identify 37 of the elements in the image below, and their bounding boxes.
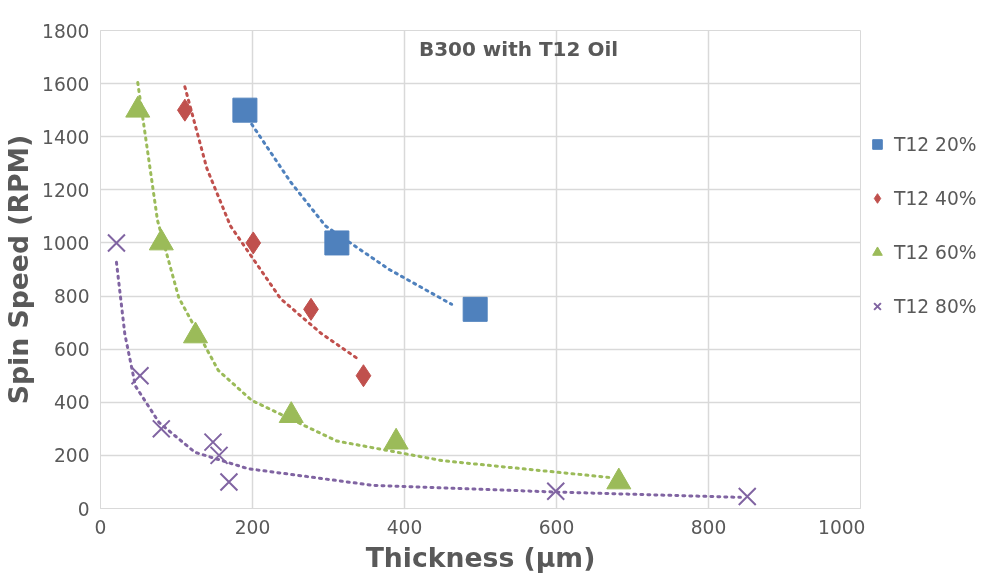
legend-label: T12 80% [894, 295, 977, 317]
point [130, 366, 150, 386]
x-tick-label: 0 [94, 516, 107, 538]
point [324, 230, 350, 256]
x-axis-title: Thickness (µm) [365, 541, 596, 573]
y-tick-label: 1200 [42, 179, 90, 201]
y-tick-label: 1400 [42, 126, 90, 148]
point [462, 296, 488, 322]
point [245, 231, 262, 255]
y-tick-label: 400 [53, 392, 90, 414]
x-tick-label: 200 [234, 516, 271, 538]
y-tick-label: 800 [53, 286, 90, 308]
y-tick-label: 1800 [42, 20, 90, 42]
point [219, 472, 239, 492]
chart-title: B300 with T12 Oil [418, 36, 619, 61]
y-axis-title: Spin Speed (RPM) [3, 134, 35, 405]
point [546, 481, 566, 501]
y-tick-label: 600 [53, 339, 90, 361]
legend-label: T12 20% [894, 133, 977, 155]
point [209, 445, 229, 465]
y-tick-label: 0 [77, 498, 90, 520]
y-tick-label: 1000 [42, 232, 90, 254]
y-tick-label: 1600 [42, 73, 90, 95]
point [355, 364, 372, 388]
x-tick-label: 800 [690, 516, 727, 538]
legend-label: T12 40% [894, 187, 977, 209]
point [232, 97, 258, 123]
legend-label: T12 60% [894, 241, 977, 263]
x-tick-label: 400 [386, 516, 423, 538]
x-tick-label: 600 [538, 516, 575, 538]
point [737, 487, 757, 507]
point [106, 233, 126, 253]
point [203, 432, 223, 452]
y-tick-label: 200 [53, 445, 90, 467]
point [151, 419, 171, 439]
line-series [114, 260, 742, 499]
x-tick-label: 1000 [818, 516, 866, 538]
